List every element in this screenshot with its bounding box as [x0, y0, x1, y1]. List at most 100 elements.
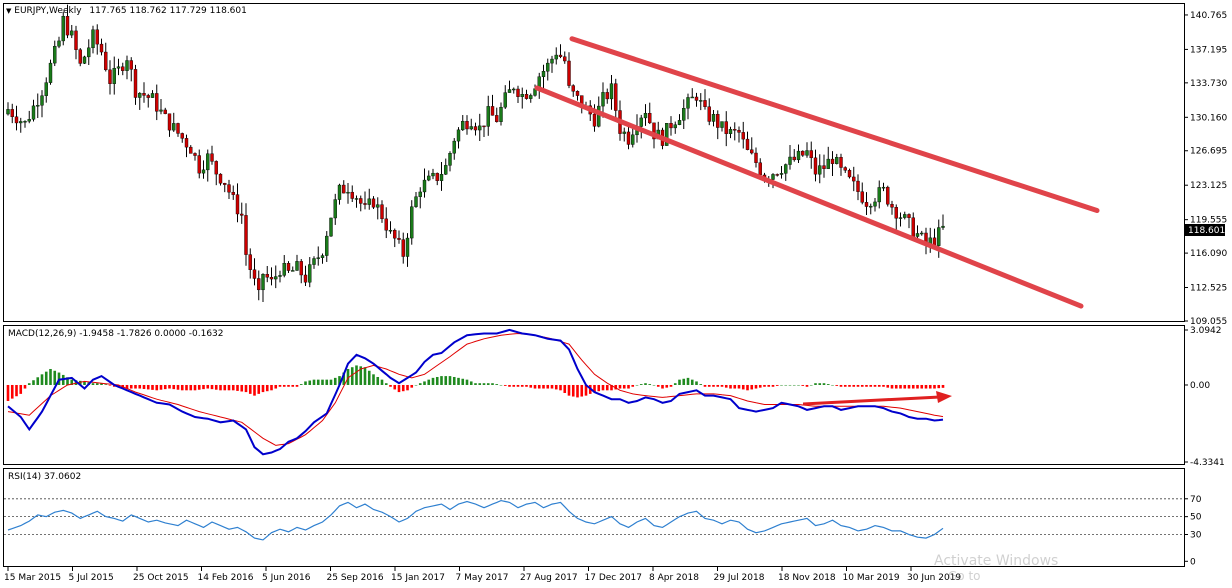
macd-histogram-bar [329, 379, 333, 385]
candle-body [703, 100, 707, 107]
macd-histogram-bar [397, 384, 401, 393]
candle-body [393, 229, 397, 239]
channel-lower-line [534, 85, 1084, 309]
candle-body [639, 117, 643, 127]
chevron-down-icon[interactable]: ▼ [6, 7, 12, 15]
macd-histogram-bar [788, 384, 792, 386]
macd-histogram-bar [146, 384, 150, 390]
macd-histogram-bar [389, 384, 392, 387]
macd-histogram-bar [91, 383, 95, 385]
macd-tick-label: -4.3341 [1190, 458, 1225, 468]
candle-body [524, 94, 529, 99]
candle-body [444, 165, 448, 175]
candle-body [941, 225, 945, 228]
macd-histogram-bar [27, 383, 31, 385]
candle-body [881, 186, 886, 189]
price-panel-frame [3, 3, 1185, 322]
candle-body [269, 277, 274, 280]
macd-histogram-bar [270, 384, 273, 391]
macd-histogram-bar [435, 376, 439, 385]
candle-body [142, 93, 146, 96]
macd-histogram-bar [142, 384, 146, 389]
candle-body [503, 92, 507, 108]
candle-body [813, 157, 818, 175]
candle-body [937, 227, 941, 246]
macd-histogram-bar [223, 384, 227, 391]
macd-histogram-bar [78, 380, 82, 385]
macd-histogram-bar [733, 384, 737, 389]
macd-histogram-bar [346, 368, 350, 385]
macd-histogram-bar [172, 384, 176, 390]
macd-histogram-bar [134, 384, 137, 389]
macd-title: MACD(12,26,9) -1.9458 -1.7826 0.0000 -0.… [8, 329, 224, 339]
candle-body [860, 191, 864, 203]
candle-body [809, 150, 813, 159]
current-price-label: 118.601 [1188, 226, 1225, 236]
watermark-line-2: Go to [948, 569, 981, 583]
time-tick-label: 5 Jul 2015 [69, 573, 114, 583]
candle-body [274, 276, 278, 280]
candle-body [150, 93, 155, 98]
macd-histogram-bar [457, 377, 460, 385]
candle-body [159, 109, 163, 112]
candlesticks [6, 4, 945, 303]
macd-histogram-bar [686, 377, 690, 385]
macd-histogram-bar [355, 365, 358, 385]
macd-histogram-bar [278, 384, 282, 387]
macd-histogram-bar [801, 384, 805, 386]
channel-upper-line [569, 36, 1100, 214]
macd-histogram-bar [746, 384, 749, 391]
candle-body [890, 204, 894, 208]
macd-histogram-bar [525, 384, 528, 387]
price-tick-label: 126.695 [1190, 147, 1227, 157]
macd-histogram-bar [503, 384, 507, 386]
macd-histogram-bar [163, 384, 167, 390]
time-tick-label: 18 Nov 2018 [778, 573, 836, 583]
macd-histogram-bar [168, 384, 171, 389]
macd-histogram-bar [210, 384, 214, 390]
macd-axis: 3.0942 0.00 -4.3341 [1184, 326, 1225, 468]
candle-body [571, 85, 575, 92]
macd-histogram-bar [678, 379, 681, 385]
macd-histogram-bar [53, 370, 57, 385]
candle-body [431, 172, 435, 177]
candle-body [694, 96, 699, 101]
price-tick-label: 133.730 [1190, 79, 1227, 89]
macd-histogram-bar [805, 384, 809, 387]
macd-histogram-bar [393, 384, 397, 390]
macd-histogram-bar [618, 384, 622, 389]
macd-histogram-bar [529, 384, 533, 388]
candle-body [82, 56, 87, 64]
candle-body [550, 58, 554, 64]
candle-body [363, 203, 367, 205]
candle-body [745, 138, 750, 150]
candle-body [405, 237, 410, 257]
candle-body [57, 40, 61, 47]
candle-body [728, 129, 733, 134]
macd-histogram-bar [155, 384, 159, 391]
candle-body [337, 184, 342, 200]
macd-histogram-bar [482, 383, 486, 385]
candle-body [461, 120, 465, 131]
candle-body [507, 89, 512, 93]
candle-body [108, 69, 112, 84]
macd-histogram-bar [767, 384, 771, 387]
candle-body [333, 199, 337, 219]
candle-body [473, 126, 478, 131]
candle-body [741, 132, 745, 140]
candle-body [903, 214, 907, 218]
macd-histogram-bar [741, 384, 745, 390]
candle-body [784, 164, 788, 174]
candle-body [31, 105, 36, 120]
macd-histogram-bar [784, 384, 788, 386]
candle-body [605, 92, 609, 100]
candle-body [758, 162, 762, 176]
macd-histogram-bar [882, 384, 885, 387]
candle-body [495, 115, 499, 122]
macd-histogram-bar [571, 384, 575, 397]
candle-body [677, 120, 682, 125]
candle-body [129, 60, 133, 70]
candle-body [418, 191, 422, 197]
candle-body [295, 261, 299, 271]
